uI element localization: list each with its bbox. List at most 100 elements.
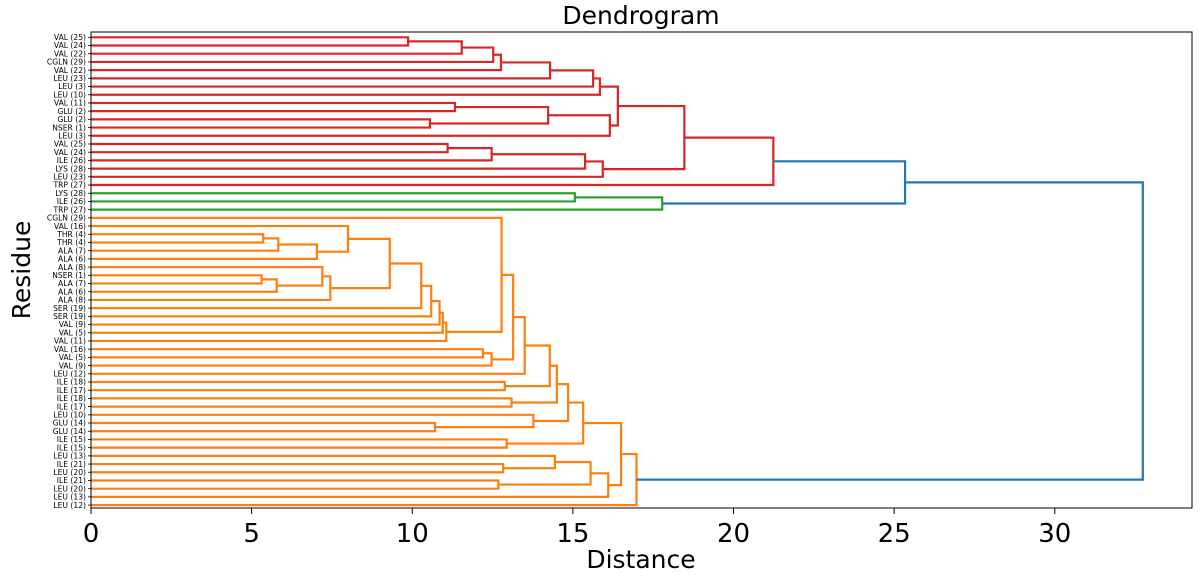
dendrogram-link xyxy=(91,462,505,474)
leaf-label: LYS (28) xyxy=(55,164,86,173)
leaf-label: ILE (18) xyxy=(57,378,86,387)
x-tick-label: 20 xyxy=(717,519,750,549)
leaf-label: VAL (22) xyxy=(54,66,86,75)
dendrogram-link xyxy=(91,278,278,293)
leaf-label: CGLN (29) xyxy=(47,214,86,223)
dendrogram-link xyxy=(330,237,391,290)
leaf-label: LEU (23) xyxy=(53,74,86,83)
dendrogram-link xyxy=(91,438,508,449)
leaf-label: LEU (13) xyxy=(53,452,86,461)
y-axis-leaf-labels: VAL (25)VAL (24)VAL (22)CGLN (29)VAL (22… xyxy=(47,33,91,510)
dendrogram-link xyxy=(498,460,592,486)
dendrogram-link xyxy=(636,181,1144,481)
x-tick-label: 10 xyxy=(396,519,429,549)
dendrogram-link xyxy=(506,401,585,445)
leaf-label: LEU (13) xyxy=(53,493,86,502)
leaf-label: VAL (11) xyxy=(54,337,86,346)
leaf-label: LEU (20) xyxy=(53,468,86,477)
leaf-label: VAL (11) xyxy=(54,99,86,108)
leaf-label: ALA (8) xyxy=(58,296,86,305)
leaf-label: LEU (12) xyxy=(53,369,86,378)
leaf-label: ILE (26) xyxy=(57,197,86,206)
dendrogram-link xyxy=(91,142,449,154)
leaf-label: CGLN (29) xyxy=(47,58,86,67)
dendrogram-link xyxy=(91,146,493,162)
leaf-label: LYS (28) xyxy=(55,189,86,198)
leaf-label: LEU (10) xyxy=(53,90,86,99)
dendrogram-link xyxy=(91,192,576,203)
leaf-label: ILE (17) xyxy=(57,386,86,395)
leaf-label: LEU (23) xyxy=(53,173,86,182)
x-axis-label: Distance xyxy=(586,545,695,574)
dendrogram-link xyxy=(91,348,485,359)
leaf-label: ALA (7) xyxy=(58,246,86,255)
dendrogram-links xyxy=(91,36,1144,507)
x-tick-label: 25 xyxy=(878,519,911,549)
leaf-label: NSER (1) xyxy=(52,271,86,280)
dendrogram-link xyxy=(91,196,664,211)
leaf-label: TRP (27) xyxy=(53,181,87,190)
dendrogram-link xyxy=(91,233,265,244)
dendrogram-link xyxy=(91,380,506,392)
dendrogram-link xyxy=(91,275,332,302)
leaf-label: ILE (26) xyxy=(57,156,86,165)
leaf-label: ILE (21) xyxy=(57,476,86,485)
dendrogram-link xyxy=(602,104,686,171)
leaf-label: ILE (21) xyxy=(57,460,86,469)
leaf-label: GLU (2) xyxy=(58,107,87,116)
dendrogram-link xyxy=(91,101,457,113)
leaf-label: VAL (9) xyxy=(59,320,86,329)
dendrogram-link xyxy=(662,160,907,205)
leaf-label: VAL (5) xyxy=(59,328,86,337)
y-axis-label: Residue xyxy=(7,221,36,320)
dendrogram-link xyxy=(91,421,437,433)
leaf-label: VAL (25) xyxy=(54,140,86,149)
leaf-label: VAL (16) xyxy=(54,222,86,231)
leaf-label: ILE (17) xyxy=(57,402,86,411)
leaf-label: LEU (3) xyxy=(58,82,86,91)
x-axis-ticks: 0 5 10 15 20 25 30 xyxy=(83,508,1071,549)
leaf-label: ALA (8) xyxy=(58,263,86,272)
leaf-label: GLU (14) xyxy=(53,419,86,428)
leaf-label: LEU (10) xyxy=(53,411,86,420)
dendrogram-link xyxy=(91,299,441,326)
leaf-label: ALA (6) xyxy=(58,287,86,296)
dendrogram-link xyxy=(91,36,410,47)
leaf-label: ALA (6) xyxy=(58,255,86,264)
leaf-label: ILE (18) xyxy=(57,394,86,403)
dendrogram-link xyxy=(91,413,535,429)
leaf-label: VAL (24) xyxy=(54,41,86,50)
leaf-label: VAL (16) xyxy=(54,345,86,354)
dendrogram-link xyxy=(91,40,463,55)
dendrogram-link xyxy=(91,237,280,252)
dendrogram-link xyxy=(91,397,513,408)
leaf-label: GLU (2) xyxy=(58,115,87,124)
dendrogram-link xyxy=(91,262,423,310)
leaf-label: VAL (5) xyxy=(59,353,86,362)
leaf-label: ILE (15) xyxy=(57,443,86,452)
leaf-label: VAL (24) xyxy=(54,148,86,157)
x-tick-label: 30 xyxy=(1038,519,1071,549)
dendrogram-link xyxy=(504,344,551,388)
leaf-label: VAL (9) xyxy=(59,361,86,370)
leaf-label: VAL (22) xyxy=(54,49,86,58)
plot-title: Dendrogram xyxy=(562,1,719,30)
dendrogram-link xyxy=(91,274,263,285)
dendrogram-link xyxy=(91,118,432,129)
leaf-label: ILE (15) xyxy=(57,435,86,444)
leaf-label: LEU (3) xyxy=(58,131,86,140)
leaf-label: SER (19) xyxy=(53,304,86,313)
leaf-label: ALA (7) xyxy=(58,279,86,288)
dendrogram-link xyxy=(583,421,623,487)
leaf-label: VAL (25) xyxy=(54,33,86,42)
x-tick-label: 15 xyxy=(556,519,589,549)
dendrogram-link xyxy=(91,454,556,470)
dendrogram-link xyxy=(91,224,350,253)
leaf-label: THR (4) xyxy=(56,238,86,247)
plot-frame xyxy=(90,31,1193,509)
leaf-label: LEU (12) xyxy=(53,501,86,510)
x-tick-label: 0 xyxy=(83,519,100,549)
dendrogram-link xyxy=(91,352,493,367)
